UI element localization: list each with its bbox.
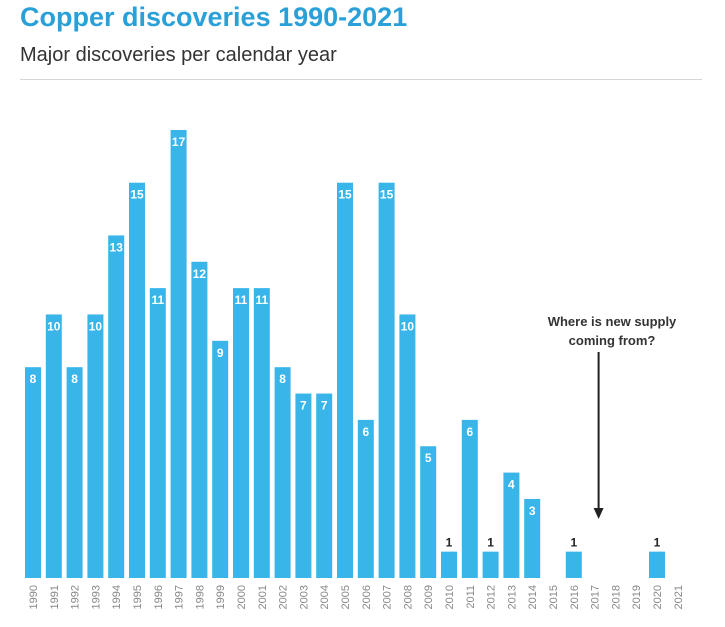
tick-label-2018: 2018 bbox=[610, 585, 622, 609]
bar-label-2012: 1 bbox=[487, 536, 494, 550]
tick-label-1995: 1995 bbox=[132, 585, 144, 609]
annotation-line-2: coming from? bbox=[569, 333, 656, 348]
bar-1999 bbox=[212, 340, 229, 578]
header-divider bbox=[20, 79, 702, 80]
bar-1990 bbox=[25, 367, 41, 578]
bars-group bbox=[25, 130, 665, 579]
tick-label-2009: 2009 bbox=[423, 585, 435, 609]
bar-2009 bbox=[420, 446, 437, 578]
tick-label-2002: 2002 bbox=[278, 585, 290, 609]
bar-label-1998: 12 bbox=[193, 267, 207, 281]
bar-label-2011: 6 bbox=[466, 425, 473, 439]
bar-label-1999: 9 bbox=[217, 346, 224, 360]
bar-2020 bbox=[649, 551, 665, 578]
annotation-group: Where is new supply coming from? bbox=[548, 314, 677, 519]
bar-1991 bbox=[45, 314, 62, 578]
tick-label-2019: 2019 bbox=[631, 585, 643, 609]
tick-label-2008: 2008 bbox=[402, 585, 414, 609]
bar-1996 bbox=[149, 288, 166, 578]
bar-2000 bbox=[233, 288, 249, 578]
tick-label-2000: 2000 bbox=[236, 585, 248, 609]
chart-title: Copper discoveries 1990-2021 bbox=[20, 2, 408, 32]
tick-label-1998: 1998 bbox=[194, 585, 206, 609]
bar-label-1990: 8 bbox=[30, 372, 37, 386]
tick-label-1992: 1992 bbox=[70, 585, 82, 609]
bar-2008 bbox=[399, 314, 416, 578]
tick-label-2020: 2020 bbox=[652, 585, 664, 609]
bar-2016 bbox=[565, 551, 582, 578]
bar-2012 bbox=[482, 551, 499, 578]
tick-label-2006: 2006 bbox=[361, 585, 373, 609]
tick-label-2017: 2017 bbox=[590, 585, 602, 609]
bar-label-2009: 5 bbox=[425, 451, 432, 465]
bar-2013 bbox=[503, 472, 520, 578]
tick-label-1999: 1999 bbox=[215, 585, 227, 609]
bar-2002 bbox=[274, 367, 291, 578]
bar-label-1997: 17 bbox=[172, 135, 186, 149]
bar-label-1994: 13 bbox=[110, 240, 124, 254]
bar-1992 bbox=[66, 367, 83, 578]
tick-label-2004: 2004 bbox=[319, 585, 331, 609]
bar-2006 bbox=[357, 419, 374, 578]
bar-1998 bbox=[191, 261, 208, 578]
tick-label-2012: 2012 bbox=[486, 585, 498, 609]
tick-label-2016: 2016 bbox=[569, 585, 581, 609]
annotation-line-1: Where is new supply bbox=[548, 314, 677, 329]
bar-label-2008: 10 bbox=[401, 319, 415, 333]
bar-1993 bbox=[87, 314, 104, 578]
bar-label-1996: 11 bbox=[151, 293, 164, 307]
bar-label-2000: 11 bbox=[235, 293, 248, 307]
bar-2005 bbox=[337, 182, 353, 579]
annotation-arrow-head bbox=[593, 508, 604, 519]
tick-label-1990: 1990 bbox=[28, 585, 40, 609]
bar-label-2003: 7 bbox=[300, 399, 307, 413]
tick-labels-group: 1990 1991 1992 1993 1994 1995 1996 1997 1998 1999… bbox=[28, 585, 685, 609]
tick-label-2010: 2010 bbox=[444, 585, 456, 609]
tick-label-1993: 1993 bbox=[90, 585, 102, 609]
bar-label-2016: 1 bbox=[570, 536, 577, 550]
tick-label-1996: 1996 bbox=[153, 585, 165, 609]
tick-label-2014: 2014 bbox=[527, 585, 539, 609]
bar-label-2010: 1 bbox=[446, 536, 453, 550]
bar-label-2014: 3 bbox=[529, 504, 536, 518]
tick-label-2001: 2001 bbox=[257, 585, 269, 609]
bar-label-1995: 15 bbox=[130, 188, 144, 202]
bar-1994 bbox=[108, 235, 125, 579]
bar-label-2002: 8 bbox=[279, 372, 286, 386]
bar-1995 bbox=[129, 182, 145, 579]
tick-label-1991: 1991 bbox=[49, 585, 61, 609]
bar-2011 bbox=[461, 419, 478, 578]
bar-label-2013: 4 bbox=[508, 478, 515, 492]
bar-2004 bbox=[316, 393, 333, 578]
bar-label-1991: 10 bbox=[47, 319, 61, 333]
bar-2001 bbox=[253, 288, 270, 578]
bar-label-2007: 15 bbox=[380, 188, 394, 202]
bar-2010 bbox=[441, 551, 457, 578]
chart-subtitle: Major discoveries per calendar year bbox=[20, 44, 337, 66]
tick-label-1994: 1994 bbox=[111, 585, 123, 609]
bar-label-2006: 6 bbox=[362, 425, 369, 439]
bar-label-1992: 8 bbox=[71, 372, 78, 386]
bar-label-2020: 1 bbox=[654, 536, 661, 550]
tick-label-2021: 2021 bbox=[673, 585, 685, 609]
tick-label-2005: 2005 bbox=[340, 585, 352, 609]
tick-label-2015: 2015 bbox=[548, 585, 560, 609]
bar-label-2005: 15 bbox=[338, 188, 352, 202]
bar-2014 bbox=[524, 498, 541, 578]
bar-label-2001: 11 bbox=[255, 293, 268, 307]
bar-2007 bbox=[378, 182, 395, 579]
bar-1997 bbox=[170, 130, 187, 578]
tick-label-2003: 2003 bbox=[298, 585, 310, 609]
bar-2003 bbox=[295, 393, 312, 578]
bar-label-2004: 7 bbox=[321, 399, 328, 413]
tick-label-2007: 2007 bbox=[382, 585, 394, 609]
bar-label-1993: 10 bbox=[89, 319, 103, 333]
tick-label-2011: 2011 bbox=[465, 585, 477, 609]
tick-label-2013: 2013 bbox=[506, 585, 518, 609]
tick-label-1997: 1997 bbox=[174, 585, 186, 609]
